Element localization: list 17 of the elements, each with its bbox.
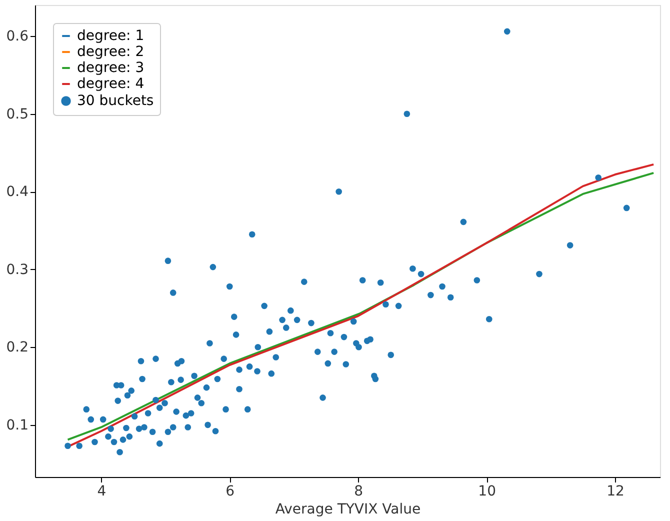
y-tick-label: 0.3 — [6, 262, 28, 278]
y-tick-label: 0.5 — [6, 106, 28, 122]
x-tick-label: 6 — [226, 484, 235, 500]
legend-label: degree: 2 — [77, 44, 144, 60]
x-tick-label: 12 — [606, 484, 624, 500]
legend-label: 30 buckets — [77, 93, 154, 109]
legend-label: degree: 1 — [77, 28, 144, 44]
y-tick-label: 0.6 — [6, 28, 29, 45]
x-tick-label: 4 — [97, 484, 106, 500]
legend-label: degree: 3 — [77, 60, 144, 76]
y-tick-label: 0.4 — [6, 184, 29, 200]
legend-label: degree: 4 — [77, 76, 144, 92]
y-tick-label: 0.2 — [6, 340, 28, 356]
y-tick-label: 0.1 — [6, 417, 28, 434]
x-axis-title: Average TYVIX Value — [275, 502, 421, 518]
x-tick-label: 10 — [478, 484, 496, 500]
x-tick-label: 8 — [354, 484, 364, 500]
